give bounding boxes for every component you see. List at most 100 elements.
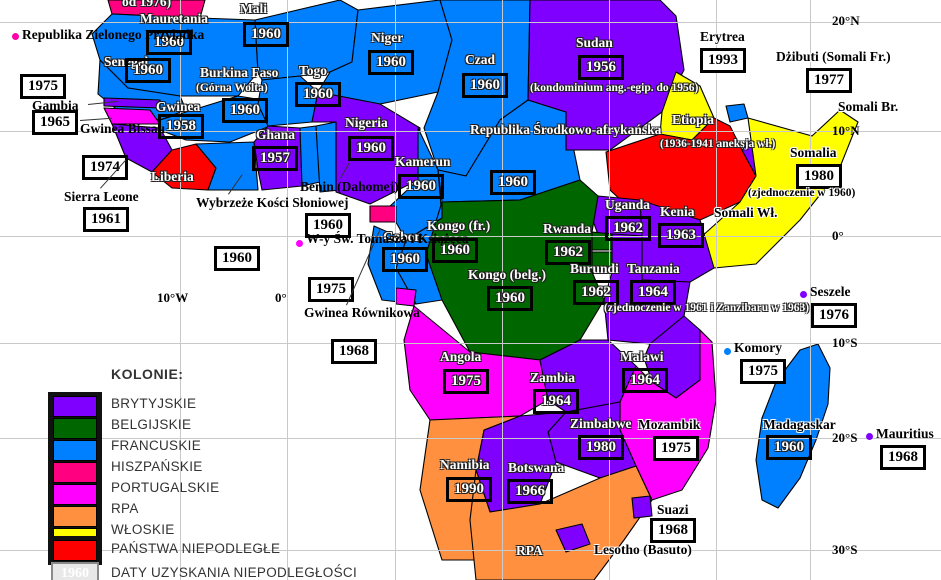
- note-somalia: (zjednoczenie w 1960): [748, 187, 856, 199]
- label-somali-br: Somali Br.: [838, 99, 899, 114]
- shape-suazi: [631, 495, 653, 519]
- date-kongo-belg: 1960: [487, 286, 533, 311]
- label-namibia: Namibia: [440, 457, 490, 472]
- note-tanzania: (zjednoczenie w 1961 i Zanzibaru w 1963): [604, 302, 810, 314]
- label-mauritius: Mauritius: [876, 426, 934, 441]
- gwinea-bissau-name: Gwinea Bissau: [80, 121, 166, 136]
- label-gwinea-rownikowa: Gwinea Równikowa: [304, 305, 420, 320]
- shape-mauretania: [91, 13, 259, 97]
- date-kongo-fr: 1960: [432, 238, 478, 263]
- coord-10s: 10°S: [832, 335, 858, 350]
- date-mali: 1960: [243, 22, 289, 47]
- label-niger: Niger: [371, 30, 404, 45]
- label-malawi: Malawi: [620, 349, 664, 364]
- label-madagaskar: Madagaskar: [763, 417, 836, 432]
- date-madagaskar: 1960: [766, 435, 812, 460]
- label-cape-verde: Republika Zielonego Przylądka: [22, 27, 204, 42]
- coord-0-meridian: 0°: [275, 290, 287, 305]
- label-western-sahara-partial: od 1976): [122, 0, 172, 9]
- coord-10n: 10°N: [832, 123, 860, 138]
- label-seszele: Seszele: [810, 284, 851, 299]
- label-angola: Angola: [440, 349, 482, 364]
- label-suazi: Suazi: [657, 502, 689, 517]
- date-mozambik: 1975: [653, 436, 699, 461]
- shape-gambia: [103, 97, 161, 109]
- legend-label-portugalskie: PORTUGALSKIE: [111, 480, 220, 495]
- label-czad: Czad: [465, 52, 495, 67]
- date-rwanda: 1962: [545, 240, 591, 265]
- date-dzibuti: 1977: [806, 68, 852, 93]
- label-kamerun: Kamerun: [395, 154, 451, 169]
- marker-cape-verde-icon: [12, 33, 19, 40]
- gridline-lat-20n: [0, 22, 941, 23]
- legend-title: KOLONIE:: [111, 366, 184, 382]
- label-gambia: Gambia: [32, 98, 79, 113]
- marker-seszele-icon: [800, 291, 807, 298]
- label-republika-srodkowoafrykanska: Republika Środkowo-afrykańska: [470, 122, 661, 137]
- date-botswana: 1966: [507, 479, 553, 504]
- label-zimbabwe: Zimbabwe: [570, 416, 632, 431]
- label-komory: Komory: [734, 340, 782, 355]
- gridline-lat-30s: [0, 550, 941, 551]
- benin-name: Benin (Dahomej): [300, 179, 399, 194]
- legend-swatch-francuskie: [53, 440, 97, 461]
- coord-30s: 30°S: [832, 542, 858, 557]
- gridline-lon-0: [287, 0, 288, 580]
- legend-swatch-brytyjskie: [53, 396, 97, 417]
- date-zimbabwe: 1980: [578, 435, 624, 460]
- date-namibia: 1990: [446, 477, 492, 502]
- date-tanzania: 1964: [630, 280, 676, 305]
- label-benin: Benin (Dahomej): [300, 179, 399, 194]
- date-niger: 1960: [368, 50, 414, 75]
- gridline-lon-10w: [180, 0, 181, 580]
- label-kongo-fr: Kongo (fr.): [427, 218, 491, 233]
- label-kongo-belg: Kongo (belg.): [468, 267, 547, 282]
- coord-0-east: 0°: [832, 228, 844, 243]
- shape-ivory-coast: [195, 141, 259, 191]
- label-gwinea: Gwinea: [156, 99, 201, 114]
- marker-sao-tome-icon: [296, 240, 303, 247]
- label-kenia: Kenia: [660, 204, 695, 219]
- date-angola: 1975: [443, 369, 489, 394]
- legend-swatch-portugalskie: [53, 484, 97, 505]
- date-uganda: 1962: [605, 216, 651, 241]
- date-ivory-coast: 1960: [214, 246, 260, 271]
- lesotho-name: Lesotho (Basuto): [594, 542, 692, 557]
- label-rwanda: Rwanda: [543, 221, 592, 236]
- gridline-lat-20s: [0, 438, 941, 439]
- legend-swatch-hiszpanskie: [53, 462, 97, 483]
- gridline-lat-10n: [0, 131, 941, 132]
- gridline-lon-10e: [395, 0, 396, 580]
- label-burkina-faso: Burkina Faso: [200, 65, 279, 80]
- date-burundi: 1962: [573, 280, 619, 305]
- note-etiopia: (1936-1941 aneksja wł.): [660, 138, 776, 150]
- shape-nigeria: [311, 91, 421, 205]
- label-liberia: Liberia: [151, 169, 194, 184]
- note-sudan: (kondominium ang.-egip. do 1956): [530, 82, 699, 94]
- date-gwinea: 1958: [158, 114, 204, 139]
- label-mauretania: Mauretania: [140, 11, 208, 26]
- shape-dzibuti: [725, 103, 749, 123]
- gridline-lon-50e: [810, 0, 811, 580]
- label-somalia: Somalia: [790, 145, 837, 160]
- shape-gabon: [367, 225, 417, 305]
- date-komory: 1975: [740, 359, 786, 384]
- date-gabon: 1960: [382, 247, 428, 272]
- gwinea-rownikowa-name: Gwinea Równikowa: [304, 305, 420, 320]
- date-cape-verde: 1975: [20, 74, 66, 99]
- shape-gwinea-rownikowa: [369, 205, 397, 223]
- label-gabon: Gabon: [383, 229, 423, 244]
- label-somali-wl: Somali Wł.: [714, 205, 778, 220]
- shape-somali-wl: [699, 109, 859, 269]
- legend-label-rpa: RPA: [111, 501, 139, 516]
- label-gwinea-bissau: Gwinea Bissau: [80, 121, 166, 136]
- coord-20n: 20°N: [832, 13, 860, 28]
- label-sudan: Sudan: [576, 35, 613, 50]
- label-togo: Togo: [299, 63, 328, 78]
- gridline-lon-20e: [502, 0, 503, 580]
- shape-cabinda: [395, 287, 417, 307]
- label-lesotho: Lesotho (Basuto): [594, 542, 692, 557]
- ivory-coast-name: Wybrzeże Kości Słoniowej: [196, 195, 349, 210]
- gridline-lat-10s: [0, 343, 941, 344]
- date-kamerun: 1960: [398, 174, 444, 199]
